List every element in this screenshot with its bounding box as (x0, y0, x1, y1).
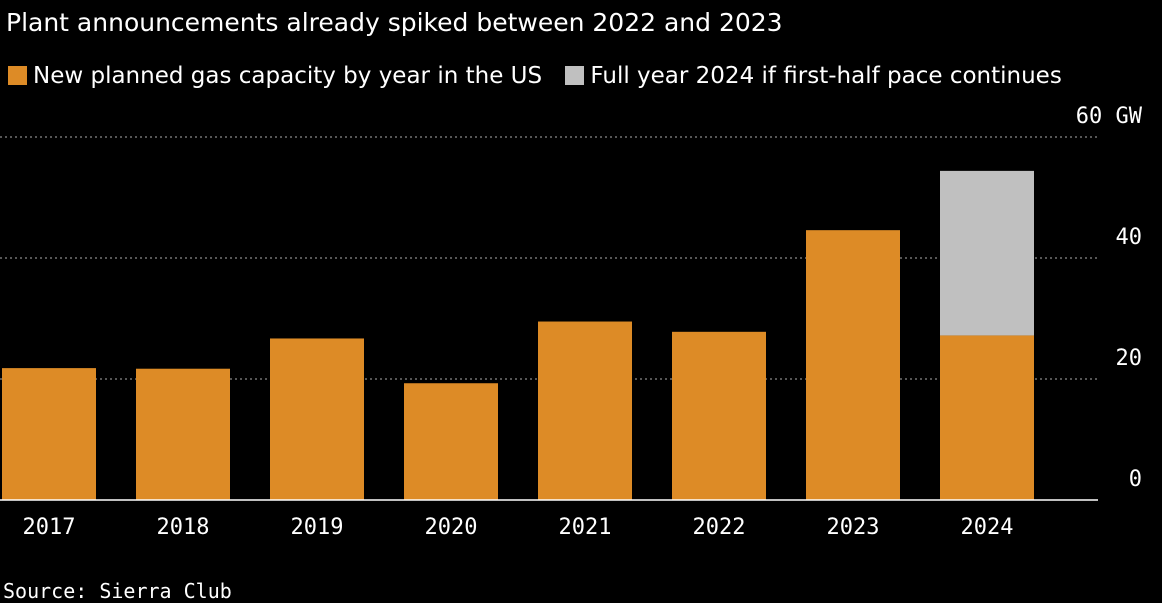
y-tick-label-20: 20 (1116, 346, 1143, 371)
bar-planned-2020 (404, 383, 498, 500)
chart-legend: New planned gas capacity by year in the … (8, 63, 1078, 89)
bar-projected-2024 (940, 170, 1034, 336)
bar-planned-2024 (940, 335, 1034, 500)
bar-planned-2018 (136, 368, 230, 500)
y-tick-label-40: 40 (1116, 225, 1143, 250)
legend-item-projected: Full year 2024 if first-half pace contin… (565, 63, 1062, 89)
y-tick-label-0: 0 (1129, 467, 1142, 492)
x-tick-label-2020: 2020 (425, 515, 478, 540)
legend-swatch-planned (8, 66, 27, 85)
legend-swatch-projected (565, 66, 585, 85)
x-tick-label-2023: 2023 (827, 515, 880, 540)
y-tick-label-60: 60 GW (1076, 104, 1143, 129)
bar-planned-2021 (538, 321, 632, 500)
x-tick-label-2019: 2019 (291, 515, 344, 540)
x-tick-label-2022: 2022 (693, 515, 746, 540)
legend-item-planned: New planned gas capacity by year in the … (8, 63, 542, 89)
x-tick-label-2018: 2018 (157, 515, 210, 540)
chart-subtitle: Plant announcements already spiked betwe… (6, 8, 783, 37)
bar-planned-2017 (2, 368, 96, 500)
bar-planned-2022 (672, 331, 766, 500)
bar-planned-2019 (270, 338, 364, 500)
source-note: Source: Sierra Club (3, 579, 232, 603)
x-tick-label-2021: 2021 (559, 515, 612, 540)
legend-label-planned: New planned gas capacity by year in the … (33, 63, 543, 89)
x-tick-label-2024: 2024 (961, 515, 1014, 540)
legend-label-projected: Full year 2024 if first-half pace contin… (590, 63, 1062, 89)
bar-planned-2023 (806, 230, 900, 501)
x-tick-label-2017: 2017 (23, 515, 76, 540)
